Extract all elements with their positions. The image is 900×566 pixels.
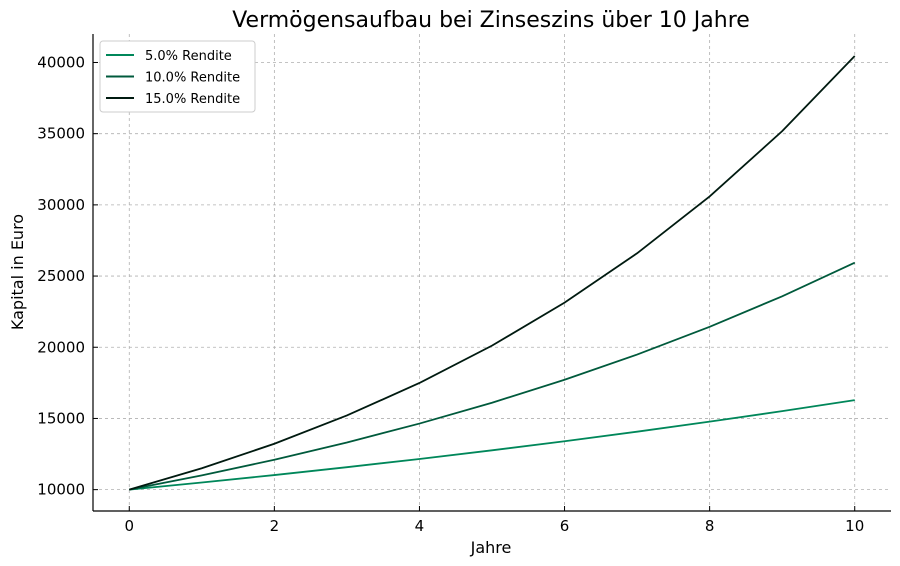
x-tick-label: 4 [415, 517, 425, 535]
y-axis-label: Kapital in Euro [8, 214, 27, 330]
y-tick-label: 35000 [37, 125, 85, 143]
x-tick-label: 10 [845, 517, 864, 535]
legend-label-1: 5.0% Rendite [145, 49, 232, 64]
x-tick-label: 6 [560, 517, 570, 535]
x-tick-label: 0 [124, 517, 134, 535]
series-line-1 [129, 399, 855, 491]
x-tick-label: 2 [270, 517, 280, 535]
y-tick-label: 25000 [37, 267, 85, 285]
y-tick-label: 15000 [37, 409, 85, 427]
axes [92, 34, 891, 512]
legend-label-3: 15.0% Rendite [145, 92, 240, 107]
series-line-3 [129, 55, 856, 491]
y-ticks: 10000 15000 20000 25000 30000 35000 40000 [37, 53, 98, 499]
x-axis-label: Jahre [470, 538, 512, 557]
y-tick-label: 20000 [37, 338, 85, 356]
x-ticks: 0 2 4 6 8 10 [124, 506, 864, 535]
legend: 5.0% Rendite 10.0% Rendite 15.0% Rendite [99, 40, 256, 113]
legend-label-2: 10.0% Rendite [145, 71, 240, 86]
chart-title: Vermögensaufbau bei Zinseszins über 10 J… [232, 8, 750, 33]
legend-box [99, 40, 256, 113]
grid [93, 34, 891, 511]
series-line-2 [129, 261, 856, 491]
series-lines [129, 55, 856, 491]
y-tick-label: 30000 [37, 196, 85, 214]
y-tick-label: 10000 [37, 481, 85, 499]
x-tick-label: 8 [705, 517, 715, 535]
y-tick-label: 40000 [37, 53, 85, 71]
